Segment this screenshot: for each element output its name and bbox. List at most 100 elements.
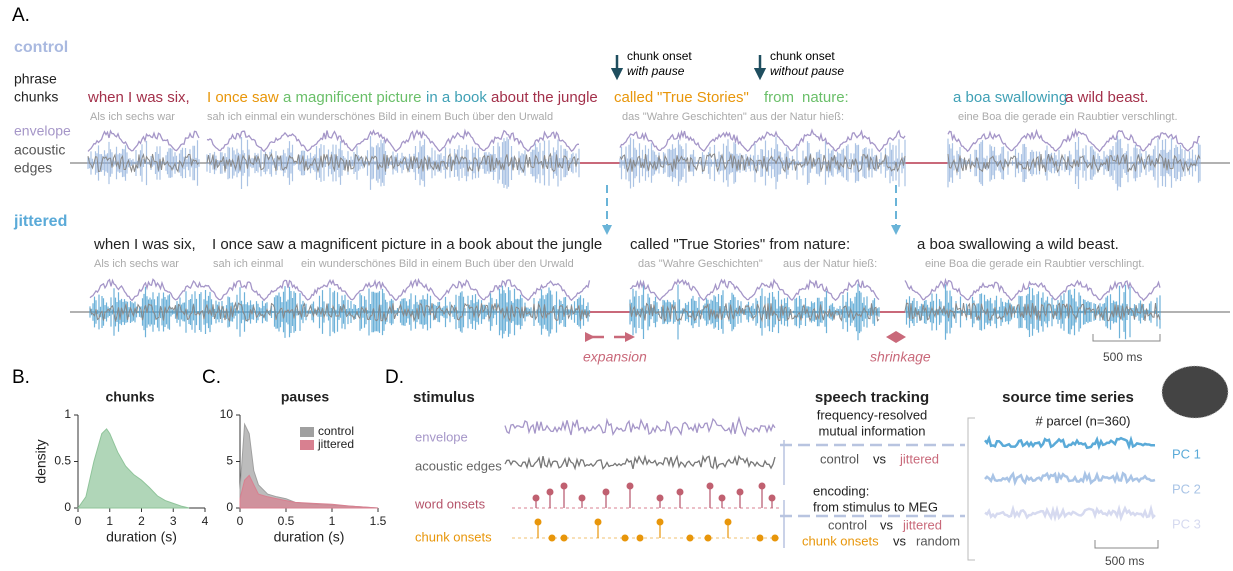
phrase: called bbox=[614, 89, 653, 106]
onset-dot bbox=[622, 535, 629, 542]
onset-dot bbox=[757, 535, 764, 542]
onset-dot bbox=[657, 519, 664, 526]
phrase: in a book bbox=[426, 89, 487, 106]
phrase: a wild beast. bbox=[1065, 89, 1148, 106]
onset-dot bbox=[725, 519, 732, 526]
feature-label: word onsets bbox=[414, 496, 486, 511]
label: jittered bbox=[899, 451, 939, 466]
annotation: chunk onset bbox=[627, 49, 692, 63]
arrow bbox=[886, 331, 906, 343]
phrase: from bbox=[764, 89, 794, 106]
condition-label: control bbox=[14, 39, 68, 56]
row-label: acoustic bbox=[14, 142, 65, 158]
pc-label: PC 1 bbox=[1172, 446, 1201, 461]
phrase: about the jungle bbox=[491, 89, 598, 106]
x-tick-label: 0 bbox=[237, 514, 244, 528]
label: mutual information bbox=[819, 423, 926, 438]
onset-dot bbox=[772, 535, 779, 542]
x-tick-label: 1.5 bbox=[370, 514, 387, 528]
row-label: envelope bbox=[14, 123, 71, 139]
section-title: speech tracking bbox=[815, 389, 929, 406]
translation: das "Wahre Geschichten" aus der Natur hi… bbox=[622, 111, 844, 123]
translation: aus der Natur hieß: bbox=[783, 258, 877, 270]
onset-dot bbox=[535, 519, 542, 526]
y-tick-label: 0 bbox=[226, 500, 233, 514]
onset-dot bbox=[687, 535, 694, 542]
y-tick-label: 10 bbox=[220, 407, 234, 421]
label: jittered bbox=[902, 517, 942, 532]
phrase: called "True Stories" from nature: bbox=[630, 236, 850, 253]
legend-label: jittered bbox=[317, 437, 354, 451]
signal-trace bbox=[985, 473, 1155, 482]
panel-label: B. bbox=[12, 367, 30, 388]
y-tick-label: 0 bbox=[64, 500, 71, 514]
onset-dot bbox=[677, 489, 684, 496]
onset-dot bbox=[737, 489, 744, 496]
signal-trace bbox=[985, 508, 1155, 517]
translation: Als ich sechs war bbox=[90, 111, 175, 123]
onset-dot bbox=[547, 489, 554, 496]
onset-dot bbox=[579, 495, 586, 502]
pc-label: PC 3 bbox=[1172, 516, 1201, 531]
translation: eine Boa die gerade ein Raubtier verschl… bbox=[958, 111, 1178, 123]
phrase: I once saw a magnificent picture in a bo… bbox=[212, 236, 602, 253]
onset-dot bbox=[561, 535, 568, 542]
label: vs bbox=[880, 517, 894, 532]
phrase: when I was six, bbox=[87, 89, 190, 106]
phrase: "True Stories" bbox=[657, 89, 749, 106]
onset-dot bbox=[719, 495, 726, 502]
label: random bbox=[916, 533, 960, 548]
signal-trace bbox=[505, 456, 775, 469]
onset-dot bbox=[657, 495, 664, 502]
label: # parcel (n=360) bbox=[1035, 413, 1130, 428]
annotation: chunk onset bbox=[770, 49, 835, 63]
x-axis-label: duration (s) bbox=[106, 529, 177, 545]
translation: sah ich einmal bbox=[213, 258, 283, 270]
x-axis-label: duration (s) bbox=[274, 529, 345, 545]
envelope-line bbox=[207, 131, 579, 152]
condition-label: jittered bbox=[13, 213, 67, 230]
annotation: with pause bbox=[627, 64, 685, 78]
bracket bbox=[968, 418, 975, 560]
onset-dot bbox=[759, 483, 766, 490]
onset-dot bbox=[595, 519, 602, 526]
panel-label: D. bbox=[385, 367, 404, 388]
y-tick-label: 1 bbox=[64, 407, 71, 421]
scale-bar bbox=[1095, 540, 1158, 548]
translation: ein wunderschönes Bild in einem Buch übe… bbox=[301, 258, 574, 270]
phrase: nature: bbox=[802, 89, 849, 106]
onset-dot bbox=[561, 483, 568, 490]
onset-dot bbox=[707, 483, 714, 490]
y-tick-label: 5 bbox=[226, 454, 233, 468]
y-axis-label: density bbox=[33, 439, 49, 483]
x-tick-label: 3 bbox=[170, 514, 177, 528]
label: frequency-resolved bbox=[817, 407, 928, 422]
annotation: shrinkage bbox=[870, 349, 931, 365]
section-title: stimulus bbox=[413, 389, 475, 406]
phrase: when I was six, bbox=[93, 236, 196, 253]
signal-trace bbox=[985, 438, 1155, 448]
onset-dot bbox=[549, 535, 556, 542]
envelope-line bbox=[630, 280, 879, 300]
label: control bbox=[820, 451, 859, 466]
scale-label: 500 ms bbox=[1105, 554, 1144, 568]
label: vs bbox=[893, 533, 907, 548]
annotation: expansion bbox=[583, 349, 647, 365]
brain-icon bbox=[1162, 366, 1228, 418]
x-tick-label: 1 bbox=[106, 514, 113, 528]
figure: A.B.C.D.controlphrasechunksenvelopeacous… bbox=[0, 0, 1233, 571]
onset-dot bbox=[603, 489, 610, 496]
label: vs bbox=[873, 451, 887, 466]
x-tick-label: 1 bbox=[329, 514, 336, 528]
feature-label: envelope bbox=[415, 429, 468, 444]
phrase: a boa swallowing a wild beast. bbox=[917, 236, 1119, 253]
phrase: a magnificent picture bbox=[283, 89, 421, 106]
x-tick-label: 4 bbox=[202, 514, 209, 528]
label: from stimulus to MEG bbox=[813, 499, 938, 514]
chart-title: pauses bbox=[281, 389, 329, 405]
row-label: edges bbox=[14, 160, 52, 176]
label: control bbox=[828, 517, 867, 532]
translation: Als ich sechs war bbox=[94, 258, 179, 270]
label: encoding: bbox=[813, 483, 869, 498]
waveform bbox=[948, 136, 1200, 191]
